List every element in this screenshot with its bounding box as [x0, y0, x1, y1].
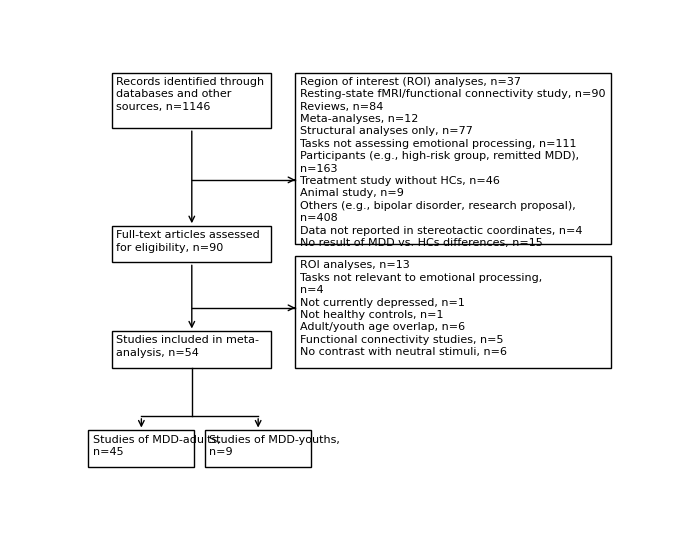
Bar	[112, 331, 271, 368]
Text: Studies included in meta-
analysis, n=54: Studies included in meta- analysis, n=54	[116, 336, 260, 358]
Text: ROI analyses, n=13
Tasks not relevant to emotional processing,
n=4
Not currently: ROI analyses, n=13 Tasks not relevant to…	[299, 260, 542, 357]
Bar	[112, 72, 271, 128]
Bar	[205, 430, 311, 467]
Bar	[112, 226, 271, 263]
Bar	[88, 430, 195, 467]
Text: Full-text articles assessed
for eligibility, n=90: Full-text articles assessed for eligibil…	[116, 230, 260, 252]
Bar	[295, 256, 611, 368]
Text: Region of interest (ROI) analyses, n=37
Resting-state fMRI/functional connectivi: Region of interest (ROI) analyses, n=37 …	[299, 77, 605, 248]
Text: Records identified through
databases and other
sources, n=1146: Records identified through databases and…	[116, 77, 264, 111]
Text: Studies of MDD-youths,
n=9: Studies of MDD-youths, n=9	[210, 435, 340, 457]
Bar	[295, 72, 611, 244]
Text: Studies of MDD-adults,
n=45: Studies of MDD-adults, n=45	[92, 435, 221, 457]
